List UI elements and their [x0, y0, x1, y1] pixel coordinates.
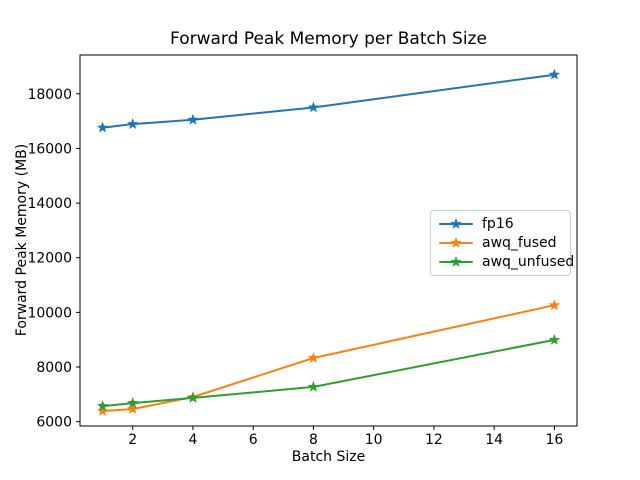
- y-tick-label: 8000: [36, 360, 72, 376]
- marker-fp16-x16: [548, 68, 561, 80]
- axes-frame: [79, 54, 578, 427]
- legend-line-sample-icon: [439, 236, 473, 248]
- x-tick-label: 16: [545, 432, 563, 448]
- legend-label: awq_unfused: [482, 254, 575, 271]
- y-tick-label: 6000: [36, 415, 72, 431]
- x-tick-label: 8: [309, 432, 318, 448]
- marker-fp16-x2: [127, 118, 139, 129]
- marker-fp16-x1: [96, 121, 109, 133]
- legend-sample-marker: [450, 236, 462, 248]
- marker-awq_unfused-x8: [307, 380, 320, 392]
- legend-item-awq_unfused: awq_unfused: [439, 254, 574, 270]
- marker-awq_unfused-x1: [96, 400, 109, 411]
- marker-fp16-x8: [307, 101, 320, 113]
- legend-line-sample-icon: [439, 256, 473, 268]
- marker-awq_unfused-x2: [127, 397, 139, 408]
- x-axis-label: Batch Size: [291, 449, 366, 465]
- x-tick-label: 4: [188, 432, 197, 448]
- legend-sample-marker: [450, 217, 462, 229]
- legend: fp16 awq_fused awq_unfused: [430, 210, 574, 276]
- x-tick-label: 6: [249, 432, 258, 448]
- y-tick-label: 10000: [27, 305, 72, 321]
- chart-title: Forward Peak Memory per Batch Size: [170, 29, 487, 49]
- marker-awq_fused-x16: [548, 299, 561, 311]
- marker-awq_unfused-x4: [187, 391, 199, 403]
- x-tick-label: 12: [425, 432, 443, 448]
- x-tick-label: 10: [365, 432, 383, 448]
- marker-awq_unfused-x16: [548, 333, 561, 345]
- marker-awq_fused-x2: [127, 403, 139, 414]
- y-axis-label: Forward Peak Memory (MB): [14, 143, 30, 337]
- legend-sample-marker: [450, 256, 462, 268]
- marker-awq_fused-x1: [96, 404, 109, 416]
- legend-line-sample-icon: [439, 217, 473, 229]
- y-tick-label: 16000: [27, 141, 72, 157]
- legend-label: fp16: [482, 215, 514, 232]
- series-line-awq_unfused: [101, 338, 556, 408]
- legend-label: awq_fused: [482, 234, 557, 251]
- series-line-fp16: [101, 73, 556, 129]
- y-tick-label: 12000: [27, 251, 72, 267]
- x-tick-label: 14: [485, 432, 503, 448]
- series-line-awq_fused: [101, 304, 556, 412]
- x-tick-label: 2: [128, 432, 137, 448]
- legend-item-awq_fused: awq_fused: [439, 235, 562, 251]
- y-tick-label: 14000: [27, 196, 72, 212]
- y-tick-label: 18000: [27, 87, 72, 103]
- marker-awq_fused-x8: [307, 351, 320, 363]
- marker-fp16-x4: [187, 113, 199, 125]
- legend-item-fp16: fp16: [439, 216, 562, 232]
